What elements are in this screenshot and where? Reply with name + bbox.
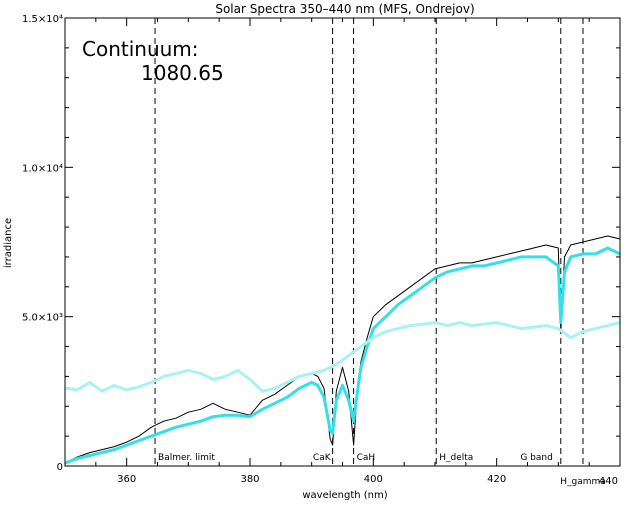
reference-line-label: G band — [520, 453, 552, 463]
reference-line-label: H_gamma — [560, 477, 606, 487]
x-tick-label: 420 — [487, 474, 506, 485]
continuum-value: 1080.65 — [141, 61, 224, 85]
x-tick-label: 440 — [599, 476, 618, 487]
series-line — [64, 321, 621, 393]
series-line — [64, 246, 621, 465]
y-tick-label: 0 — [57, 462, 63, 473]
series-line — [64, 235, 621, 464]
plot-area — [65, 18, 620, 466]
y-tick-label: 1.5×10⁴ — [22, 14, 63, 25]
x-tick-label: 360 — [117, 474, 136, 485]
x-tick-label: 380 — [240, 474, 259, 485]
y-tick-label: 5.0×10³ — [22, 313, 63, 324]
reference-line-label: CaH — [357, 453, 376, 463]
y-axis-label: irradiance — [3, 218, 14, 268]
x-tick-label: 400 — [364, 474, 383, 485]
continuum-label: Continuum: — [82, 37, 199, 61]
reference-line-label: H_delta — [439, 453, 473, 463]
x-axis-label: wavelength (nm) — [302, 490, 387, 501]
reference-line-label: CaK — [313, 453, 332, 463]
y-tick-label: 1.0×10⁴ — [22, 163, 63, 174]
chart-title: Solar Spectra 350–440 nm (MFS, Ondrejov) — [215, 2, 474, 16]
reference-line-label: Balmer. limit — [158, 453, 215, 463]
